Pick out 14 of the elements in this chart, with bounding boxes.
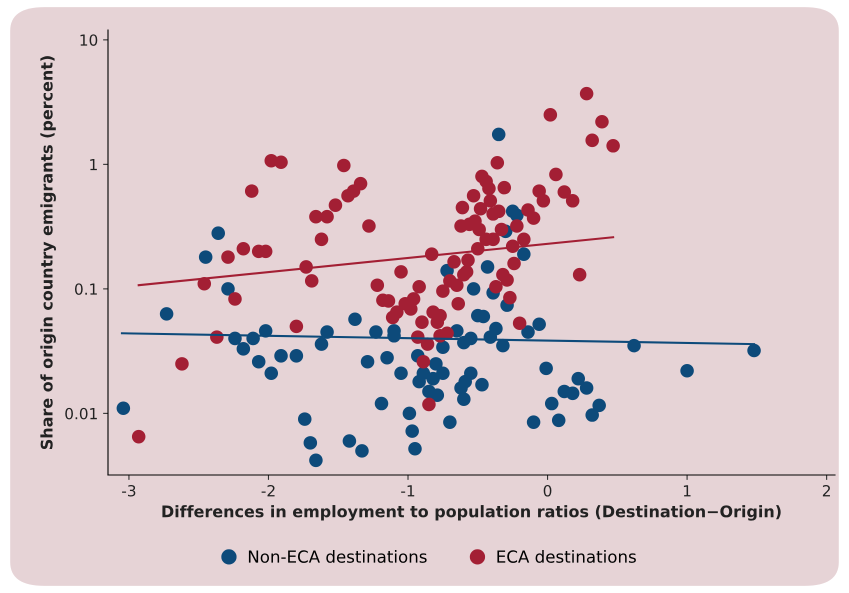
x-tick-label: 2 [822,484,830,496]
y-tick-label: 1 [90,159,97,170]
x-tick-label: -2 [262,484,275,496]
x-tick-label: 1 [684,485,691,496]
x-tick-label: -1 [401,485,414,496]
y-tick-label: 10 [80,34,98,46]
y-axis-title: Share of origin country emigrants (percent) [40,56,56,450]
x-tick-label: -3 [122,484,136,497]
legend-label: ECA destinations [497,550,636,563]
x-tick-label: 0 [544,484,552,497]
y-tick-label: 0.01 [65,408,97,420]
y-tick-label: 0.1 [74,283,97,295]
x-axis-title: Differences in employment to population ratios (Destination−Origin) [162,505,781,521]
legend-label: Non-ECA destinations [248,550,427,563]
